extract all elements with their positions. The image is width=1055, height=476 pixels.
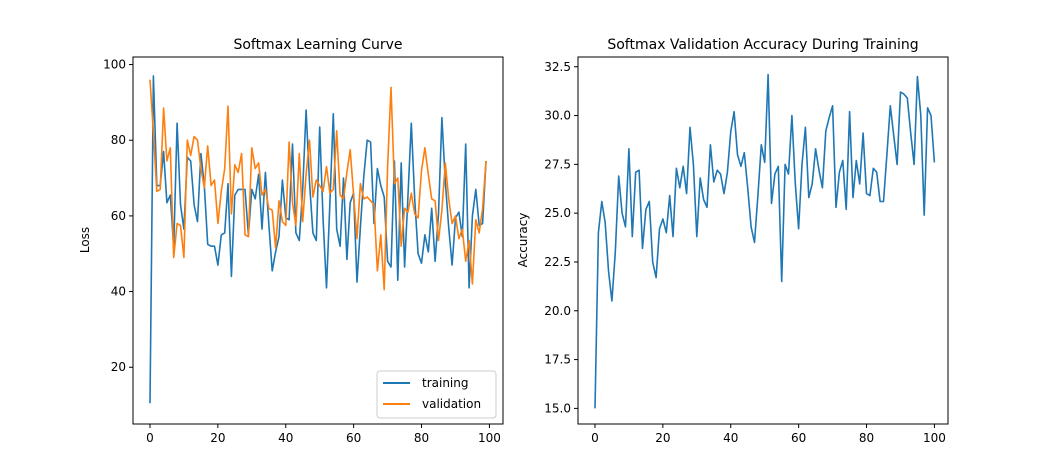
accuracy-chart-ytick-label: 17.5 <box>544 353 571 367</box>
loss-chart-ytick-label: 20 <box>111 360 126 374</box>
loss-chart-ytick-label: 100 <box>103 58 126 72</box>
loss-chart-xtick-label: 0 <box>146 431 154 445</box>
accuracy-chart-line <box>594 73 936 409</box>
legend-training-label: training <box>422 376 469 390</box>
loss-chart-frame <box>132 56 504 425</box>
accuracy-chart-title: Softmax Validation Accuracy During Train… <box>607 37 918 53</box>
accuracy-chart-ytick-label: 27.5 <box>544 157 571 171</box>
loss-chart-xtick-label: 40 <box>278 431 293 445</box>
accuracy-chart-xtick-label: 0 <box>591 431 599 445</box>
accuracy-chart-ytick-label: 15.0 <box>544 401 571 415</box>
loss-chart-ytick-label: 80 <box>111 133 126 147</box>
loss-chart-title: Softmax Learning Curve <box>233 37 402 53</box>
legend-validation-label: validation <box>422 397 481 411</box>
accuracy-chart-ytick-label: 20.0 <box>544 304 571 318</box>
accuracy-chart-ticks: 0 20 40 60 80 100 15.0 17.5 20.0 22.5 25.0 27.5 30.0… <box>544 60 946 445</box>
accuracy-chart-xtick-label: 80 <box>859 431 874 445</box>
loss-chart-ytick-label: 60 <box>111 209 126 223</box>
accuracy-chart-frame <box>577 56 949 425</box>
accuracy-chart-ytick-label: 30.0 <box>544 109 571 123</box>
loss-chart-xtick-label: 100 <box>478 431 501 445</box>
loss-chart-xtick-label: 60 <box>346 431 361 445</box>
accuracy-chart-ytick-label: 22.5 <box>544 255 571 269</box>
loss-chart-validation-line <box>149 79 487 291</box>
accuracy-chart-xtick-label: 40 <box>723 431 738 445</box>
accuracy-chart-xtick-label: 60 <box>791 431 806 445</box>
loss-chart-ticks: 0 20 40 60 80 100 20 40 60 80 100 <box>103 58 501 445</box>
accuracy-chart-ytick-label: 32.5 <box>544 60 571 74</box>
accuracy-chart: Softmax Validation Accuracy During Train… <box>516 37 949 445</box>
loss-chart-ytick-label: 40 <box>111 285 126 299</box>
loss-chart-series <box>149 75 487 404</box>
accuracy-chart-series <box>594 73 936 409</box>
loss-chart-xtick-label: 20 <box>210 431 225 445</box>
accuracy-chart-xtick-label: 20 <box>655 431 670 445</box>
loss-chart: Softmax Learning Curve Loss 0 20 40 60 80 100… <box>78 37 504 445</box>
loss-chart-xtick-label: 80 <box>414 431 429 445</box>
accuracy-chart-xtick-label: 100 <box>923 431 946 445</box>
accuracy-chart-ylabel: Accuracy <box>516 213 530 268</box>
loss-chart-ylabel: Loss <box>78 227 92 253</box>
accuracy-chart-ytick-label: 25.0 <box>544 206 571 220</box>
loss-chart-legend: training validation <box>376 370 497 419</box>
